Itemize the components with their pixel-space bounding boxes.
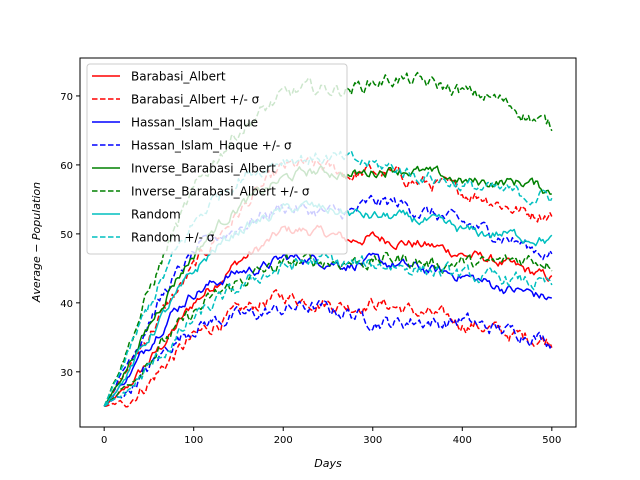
- legend-label: Inverse_Barabasi_Albert +/- σ: [131, 185, 310, 199]
- x-axis-label: Days: [314, 457, 342, 470]
- y-tick-label: 40: [60, 299, 73, 310]
- legend-label: Barabasi_Albert: [131, 70, 226, 84]
- legend: Barabasi_Albert Barabasi_Albert +/- σ Hass…: [86, 63, 348, 255]
- y-tick-label: 30: [60, 368, 73, 379]
- series-line-7: [103, 251, 553, 407]
- legend-label: Random: [131, 208, 181, 222]
- legend-label: Random +/- σ: [131, 231, 215, 245]
- x-tick-label: 100: [184, 435, 203, 446]
- y-axis-label: Average − Population: [30, 182, 43, 303]
- series-line-10: [103, 253, 553, 407]
- legend-label: Hassan_Islam_Haque: [131, 116, 258, 130]
- series-line-4: [103, 300, 553, 407]
- series-line-1: [104, 289, 553, 408]
- y-tick-label: 70: [60, 92, 73, 103]
- legend-label: Inverse_Barabasi_Albert: [131, 162, 276, 176]
- y-tick-label: 60: [60, 161, 73, 172]
- axis-ticks: 0 100 200 300 400 500 30 40 50 60 70: [60, 92, 561, 446]
- x-tick-label: 0: [101, 435, 107, 446]
- x-tick-label: 400: [453, 435, 472, 446]
- series-line-11: [103, 150, 553, 407]
- x-tick-label: 500: [542, 435, 561, 446]
- plot-frame: [79, 57, 577, 428]
- series-group: [103, 71, 553, 408]
- legend-frame: [86, 63, 348, 255]
- legend-label: Barabasi_Albert +/- σ: [131, 93, 260, 107]
- legend-label: Hassan_Islam_Haque +/- σ: [131, 139, 292, 153]
- x-tick-label: 300: [363, 435, 382, 446]
- y-tick-label: 50: [60, 230, 73, 241]
- x-tick-label: 200: [274, 435, 293, 446]
